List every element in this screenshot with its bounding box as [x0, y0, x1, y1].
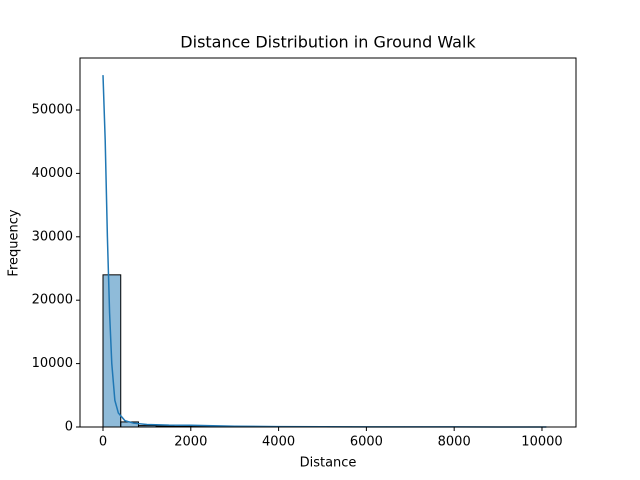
x-tick-label: 6000	[350, 435, 383, 450]
x-tick-label: 0	[99, 435, 107, 450]
y-tick-label: 40000	[32, 166, 73, 181]
plot-frame	[79, 57, 577, 428]
y-tick-label: 30000	[32, 229, 73, 244]
y-tick-label: 0	[65, 420, 73, 435]
y-tick-label: 10000	[32, 356, 73, 371]
y-axis-label: Frequency	[7, 209, 22, 276]
x-axis-label: Distance	[300, 456, 357, 471]
x-tick-label: 2000	[174, 435, 207, 450]
x-tick-label: 10000	[521, 435, 562, 450]
kde-line	[102, 75, 547, 428]
chart-title: Distance Distribution in Ground Walk	[180, 33, 476, 52]
x-tick-label: 8000	[438, 435, 471, 450]
y-tick-label: 50000	[32, 102, 73, 117]
x-tick-label: 4000	[262, 435, 295, 450]
y-tick-label: 20000	[32, 293, 73, 308]
